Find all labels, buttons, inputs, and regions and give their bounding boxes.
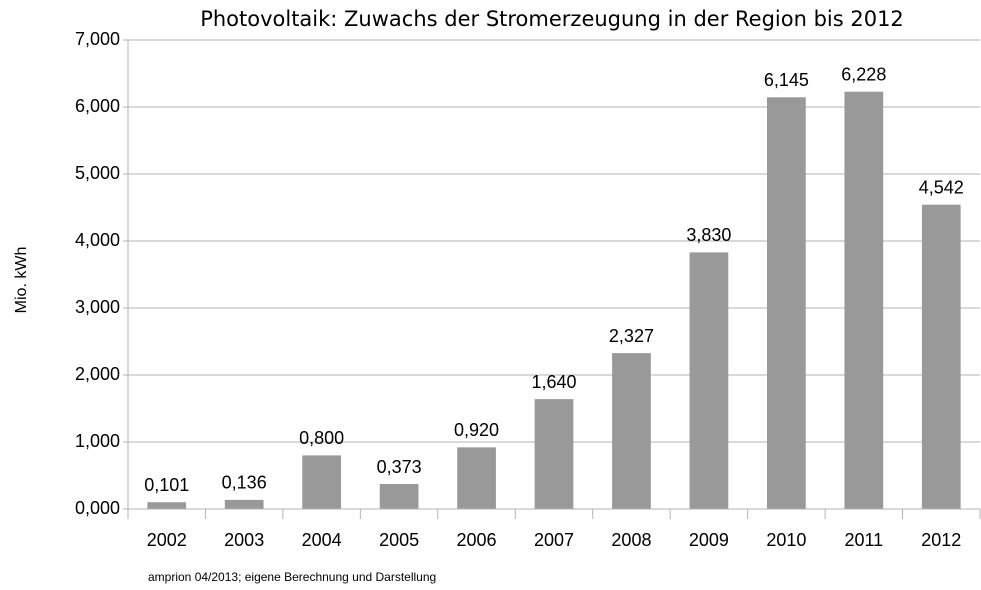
data-label: 2,327	[609, 326, 654, 346]
data-label: 0,101	[144, 475, 189, 495]
bar	[224, 499, 264, 509]
data-label: 0,136	[222, 473, 267, 493]
data-label: 1,640	[531, 372, 576, 392]
x-tick-label: 2003	[224, 530, 264, 550]
bar	[147, 502, 187, 509]
x-tick-label: 2012	[921, 530, 961, 550]
y-tick-label: 5,000	[75, 163, 120, 183]
bar	[844, 91, 884, 509]
data-label: 0,373	[377, 457, 422, 477]
x-tick-label: 2007	[534, 530, 574, 550]
chart-title: Photovoltaik: Zuwachs der Stromerzeugung…	[200, 7, 904, 31]
data-label: 6,145	[764, 70, 809, 90]
data-label: 0,800	[299, 428, 344, 448]
x-tick-label: 2011	[844, 530, 883, 550]
data-label: 6,228	[841, 64, 886, 84]
x-tick-label: 2008	[611, 530, 651, 550]
bar	[689, 252, 729, 509]
bar	[534, 399, 574, 509]
y-tick-label: 3,000	[75, 297, 120, 317]
source-note: amprion 04/2013; eigene Berechnung und D…	[148, 570, 436, 584]
bar	[302, 455, 341, 509]
y-tick-label: 2,000	[75, 364, 120, 384]
data-label: 4,542	[919, 177, 964, 197]
x-tick-label: 2005	[379, 530, 419, 550]
y-tick-label: 1,000	[75, 431, 120, 451]
data-label: 3,830	[686, 225, 731, 245]
bar	[921, 204, 961, 509]
y-axis-label: Mio. kWh	[13, 247, 30, 314]
x-tick-label: 2006	[457, 530, 497, 550]
y-tick-label: 0,000	[75, 498, 120, 518]
x-tick-label: 2010	[766, 530, 806, 550]
x-tick-label: 2009	[689, 530, 729, 550]
bar	[457, 447, 496, 509]
x-tick-label: 2004	[302, 530, 342, 550]
y-tick-label: 6,000	[75, 96, 120, 116]
bar	[379, 484, 419, 509]
bar	[767, 97, 806, 509]
data-label: 0,920	[454, 420, 499, 440]
bar	[612, 353, 651, 509]
y-tick-label: 4,000	[75, 230, 120, 250]
y-tick-label: 7,000	[75, 29, 120, 49]
x-tick-label: 2002	[147, 530, 187, 550]
